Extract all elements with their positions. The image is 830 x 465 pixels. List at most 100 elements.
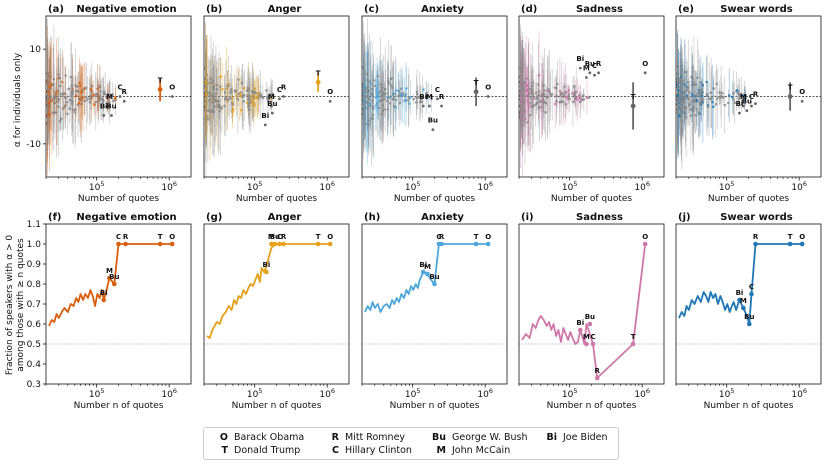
data-point bbox=[718, 91, 721, 94]
y-tick-label: 0.8 bbox=[27, 280, 42, 290]
data-point bbox=[584, 76, 588, 79]
data-point bbox=[727, 101, 730, 105]
legend-entry: T Donald Trump bbox=[221, 445, 301, 456]
data-point bbox=[250, 99, 254, 102]
data-point bbox=[590, 341, 596, 347]
x-axis-label: Number n of quotes bbox=[390, 401, 480, 411]
x-tick-label: 106 bbox=[319, 180, 335, 193]
data-point bbox=[698, 93, 701, 97]
data-point bbox=[260, 95, 264, 99]
data-point bbox=[702, 98, 705, 101]
point-label: T bbox=[631, 93, 636, 101]
data-point bbox=[749, 291, 754, 297]
data-point bbox=[565, 95, 569, 99]
x-axis-label: Number n of quotes bbox=[232, 401, 322, 411]
data-point bbox=[546, 95, 549, 99]
data-point bbox=[94, 100, 98, 104]
data-point bbox=[559, 93, 562, 97]
legend-entry: O Barack Obama bbox=[219, 432, 305, 443]
data-point bbox=[264, 269, 269, 275]
data-point bbox=[252, 101, 255, 105]
point-label: Bu bbox=[585, 60, 595, 68]
data-point bbox=[245, 89, 249, 93]
data-point bbox=[486, 95, 490, 98]
data-point bbox=[270, 111, 274, 115]
point-label: R bbox=[596, 60, 602, 68]
data-point bbox=[77, 90, 80, 93]
data-point bbox=[365, 72, 369, 76]
data-point bbox=[712, 87, 715, 90]
data-point bbox=[111, 93, 115, 96]
plot-area bbox=[519, 24, 664, 177]
plot-area bbox=[676, 241, 821, 345]
panel-title: (b) Anger bbox=[206, 4, 301, 15]
point-label: Bu bbox=[428, 117, 438, 125]
point-label: C bbox=[435, 86, 440, 94]
data-point bbox=[732, 92, 735, 95]
data-point bbox=[267, 97, 271, 100]
x-tick-label: 106 bbox=[791, 387, 807, 400]
plot-area bbox=[519, 241, 664, 381]
data-point bbox=[630, 103, 636, 109]
data-point bbox=[122, 99, 126, 103]
panel-title: (a) Negative emotion bbox=[48, 4, 177, 15]
panel-title: (e) Swear words bbox=[678, 4, 793, 15]
data-point bbox=[535, 101, 539, 105]
data-point bbox=[380, 86, 383, 90]
data-point bbox=[736, 91, 740, 95]
data-point bbox=[562, 100, 565, 104]
point-label: Bu bbox=[585, 313, 595, 321]
data-point bbox=[377, 106, 381, 110]
point-label: C bbox=[592, 62, 597, 70]
x-tick-label: 105 bbox=[405, 387, 421, 400]
point-label: M bbox=[583, 65, 590, 73]
data-point bbox=[719, 95, 723, 99]
data-point bbox=[60, 80, 64, 84]
point-label: T bbox=[788, 84, 793, 92]
point-label: R bbox=[439, 93, 445, 101]
data-point bbox=[697, 111, 701, 114]
point-label: Bu bbox=[106, 102, 116, 110]
data-point bbox=[523, 110, 527, 113]
data-point bbox=[246, 86, 250, 90]
data-point bbox=[538, 100, 542, 103]
y-tick-label: 0.4 bbox=[27, 360, 42, 370]
point-label: Bi bbox=[100, 102, 108, 110]
point-label: O bbox=[799, 88, 805, 96]
x-axis-label: Number of quotes bbox=[551, 194, 633, 204]
point-label: O bbox=[485, 233, 491, 241]
data-point bbox=[753, 241, 758, 247]
point-label: M bbox=[106, 93, 113, 101]
bottom-row-ylabel-1: Fraction of speakers with α > 0 bbox=[5, 235, 15, 376]
data-point bbox=[534, 91, 538, 94]
point-label: M bbox=[740, 93, 747, 101]
data-point bbox=[643, 71, 647, 75]
data-point bbox=[700, 98, 703, 101]
data-point bbox=[72, 108, 75, 112]
data-point bbox=[578, 66, 582, 70]
point-label: R bbox=[753, 233, 759, 241]
data-point bbox=[577, 95, 581, 99]
panel-title: (i) Sadness bbox=[521, 212, 623, 223]
data-point bbox=[425, 97, 429, 100]
data-point bbox=[682, 102, 685, 105]
data-point bbox=[678, 114, 681, 118]
data-point bbox=[48, 85, 52, 89]
data-point bbox=[416, 96, 420, 99]
point-label: T bbox=[474, 79, 479, 87]
data-point bbox=[524, 84, 527, 87]
point-label: C bbox=[749, 93, 754, 101]
data-point bbox=[97, 99, 100, 103]
data-point bbox=[376, 94, 379, 98]
x-axis-label: Number n of quotes bbox=[547, 401, 637, 411]
x-tick-label: 106 bbox=[634, 180, 650, 193]
point-label: R bbox=[281, 233, 287, 241]
data-point bbox=[376, 74, 380, 78]
data-point bbox=[271, 92, 274, 96]
data-point bbox=[228, 97, 231, 100]
legend-entry: M John McCain bbox=[436, 445, 511, 456]
x-tick-label: 105 bbox=[719, 387, 735, 400]
